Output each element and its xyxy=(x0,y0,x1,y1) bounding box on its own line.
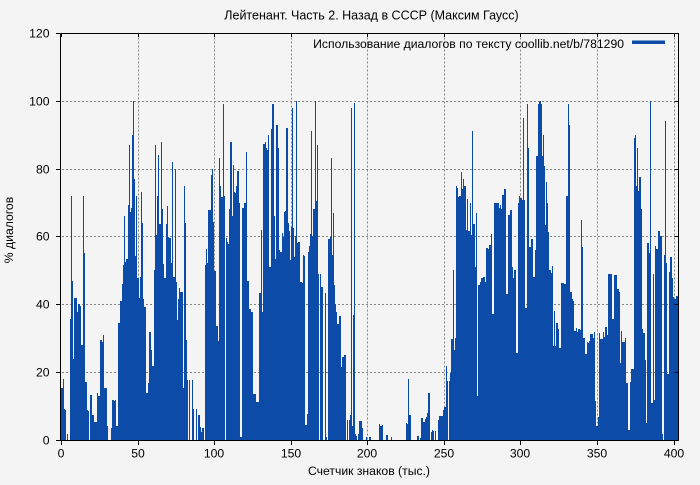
svg-text:40: 40 xyxy=(36,298,50,312)
svg-text:Лейтенант. Часть 2. Назад в СС: Лейтенант. Часть 2. Назад в СССР (Максим… xyxy=(224,9,518,23)
svg-text:200: 200 xyxy=(357,447,378,461)
svg-text:50: 50 xyxy=(131,447,145,461)
svg-text:Использование диалогов по текс: Использование диалогов по тексту coollib… xyxy=(313,37,624,51)
svg-text:400: 400 xyxy=(664,447,685,461)
svg-text:% диалогов: % диалогов xyxy=(2,197,16,263)
svg-text:100: 100 xyxy=(29,95,50,109)
svg-text:250: 250 xyxy=(434,447,455,461)
svg-text:20: 20 xyxy=(36,366,50,380)
svg-text:0: 0 xyxy=(58,447,65,461)
svg-text:Счетчик знаков (тыс.): Счетчик знаков (тыс.) xyxy=(308,464,430,478)
svg-text:80: 80 xyxy=(36,163,50,177)
svg-text:120: 120 xyxy=(29,27,50,41)
svg-text:0: 0 xyxy=(43,434,50,448)
svg-text:60: 60 xyxy=(36,230,50,244)
svg-text:300: 300 xyxy=(510,447,531,461)
svg-text:100: 100 xyxy=(204,447,225,461)
svg-text:150: 150 xyxy=(281,447,302,461)
svg-text:350: 350 xyxy=(587,447,608,461)
